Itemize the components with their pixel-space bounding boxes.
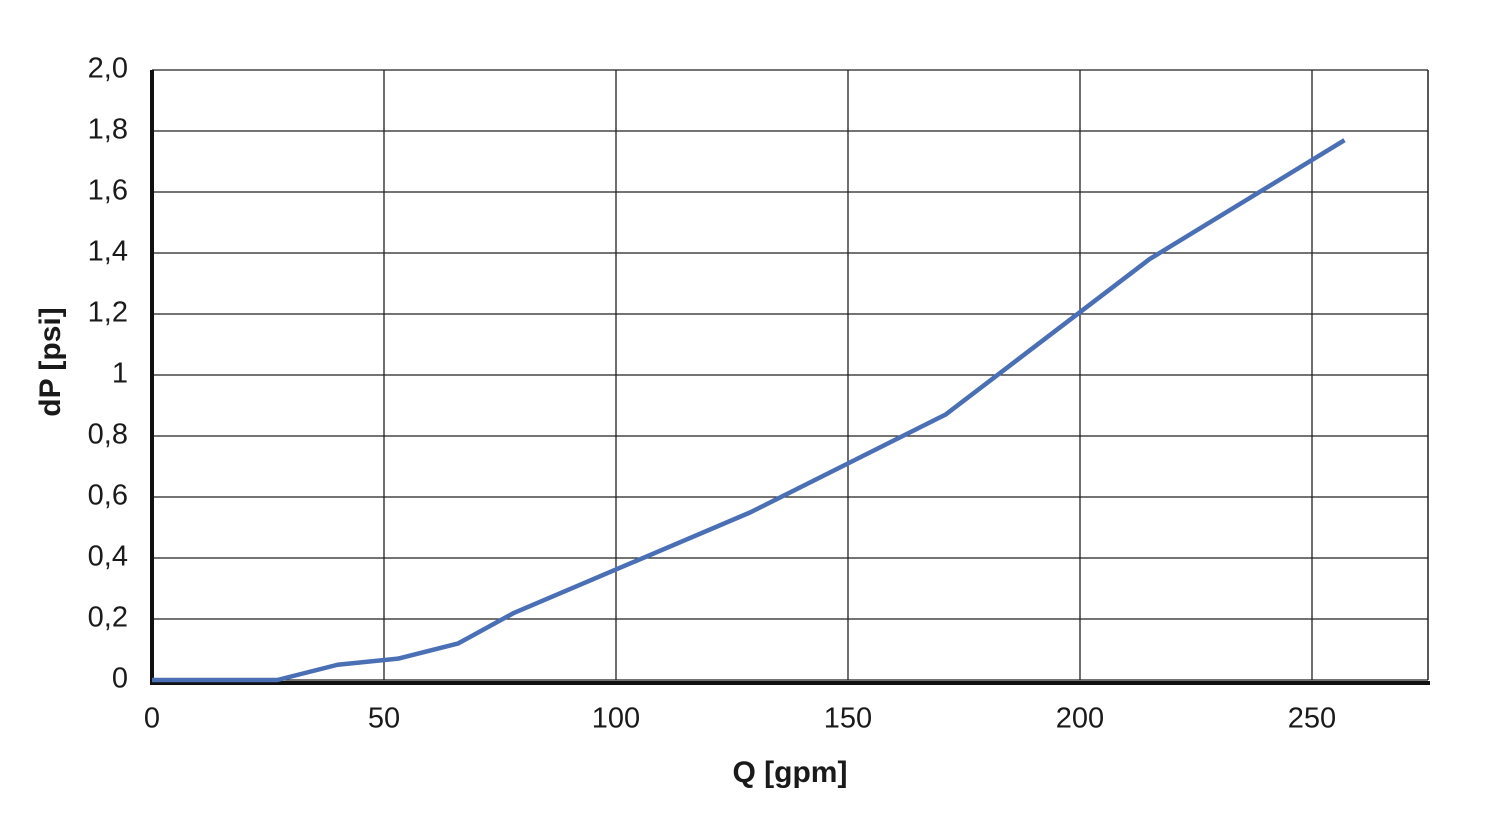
x-tick-label: 150 xyxy=(824,703,872,735)
y-tick-label: 1,4 xyxy=(88,236,128,268)
y-tick-label: 0,6 xyxy=(88,480,128,512)
x-axis-label: Q [gpm] xyxy=(733,756,848,789)
x-tick-label: 250 xyxy=(1288,703,1336,735)
y-tick-label: 0,4 xyxy=(88,541,128,573)
y-tick-label: 1,8 xyxy=(88,114,128,146)
y-tick-label: 0,8 xyxy=(88,419,128,451)
y-tick-label: 1,2 xyxy=(88,297,128,329)
x-tick-label: 100 xyxy=(592,703,640,735)
y-axis-label: dP [psi] xyxy=(34,307,67,416)
x-tick-label: 0 xyxy=(144,703,160,735)
x-tick-label: 200 xyxy=(1056,703,1104,735)
y-tick-label: 1,6 xyxy=(88,175,128,207)
y-tick-label: 2,0 xyxy=(88,53,128,85)
x-tick-label: 50 xyxy=(368,703,400,735)
data-line xyxy=(152,138,1346,683)
y-tick-label: 1 xyxy=(112,358,128,390)
y-tick-label: 0 xyxy=(112,663,128,695)
y-tick-label: 0,2 xyxy=(88,602,128,634)
